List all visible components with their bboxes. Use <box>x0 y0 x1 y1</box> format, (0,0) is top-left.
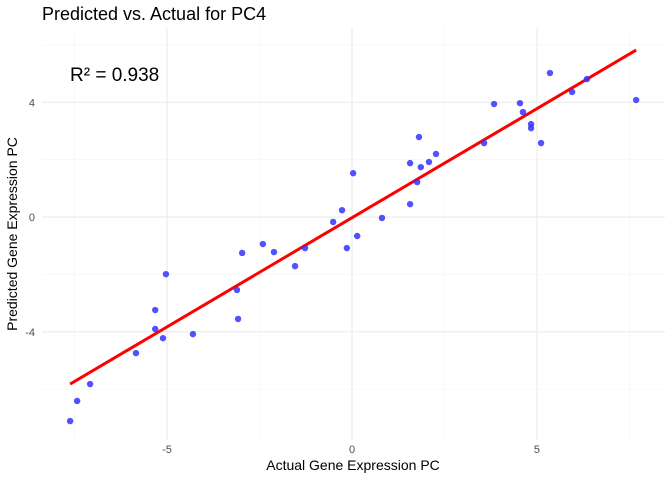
data-point <box>432 150 440 158</box>
data-point <box>66 417 74 425</box>
data-point <box>189 330 197 338</box>
data-point <box>291 262 299 270</box>
tick-labels: -5 0 5 -4 0 4 <box>25 97 540 456</box>
data-point <box>152 306 159 314</box>
x-tick-label: -5 <box>162 444 172 456</box>
data-point <box>546 69 554 77</box>
data-point <box>519 108 527 116</box>
data-point <box>537 139 545 147</box>
chart-title: Predicted vs. Actual for PC4 <box>42 4 266 24</box>
x-tick-label: 5 <box>534 444 540 456</box>
data-point <box>413 178 421 186</box>
regression-line <box>69 48 637 386</box>
y-tick-label: -4 <box>25 327 35 339</box>
x-axis-label: Actual Gene Expression PC <box>266 457 440 473</box>
data-point <box>73 397 81 405</box>
data-point <box>259 240 267 248</box>
y-tick-label: 0 <box>29 212 35 224</box>
data-point <box>238 249 246 257</box>
data-point <box>233 286 241 294</box>
data-point <box>353 232 361 240</box>
data-point <box>338 206 346 214</box>
data-point <box>417 163 425 171</box>
fit-line-group <box>69 48 637 386</box>
data-point <box>86 380 94 388</box>
data-point <box>632 96 640 104</box>
data-point <box>415 133 423 141</box>
data-point <box>343 244 351 252</box>
data-point <box>568 88 576 96</box>
data-point <box>480 139 488 147</box>
points-group <box>66 69 640 425</box>
data-point <box>159 334 167 342</box>
data-point <box>516 99 524 107</box>
data-point <box>490 100 498 108</box>
r-squared-annotation: R² = 0.938 <box>70 65 159 86</box>
data-point <box>406 200 414 208</box>
data-point <box>349 169 357 177</box>
data-point <box>527 124 535 132</box>
y-tick-label: 4 <box>29 97 35 109</box>
data-point <box>301 244 309 252</box>
data-point <box>132 349 140 357</box>
y-axis-label: Predicted Gene Expression PC <box>4 137 20 331</box>
x-tick-label: 0 <box>349 444 355 456</box>
data-point <box>234 315 242 323</box>
data-point <box>162 270 170 278</box>
data-point <box>378 214 386 222</box>
data-point <box>583 75 591 83</box>
data-point <box>329 218 337 226</box>
data-point <box>406 159 414 167</box>
data-point <box>270 248 278 256</box>
data-point <box>425 158 433 166</box>
data-point <box>152 325 159 333</box>
